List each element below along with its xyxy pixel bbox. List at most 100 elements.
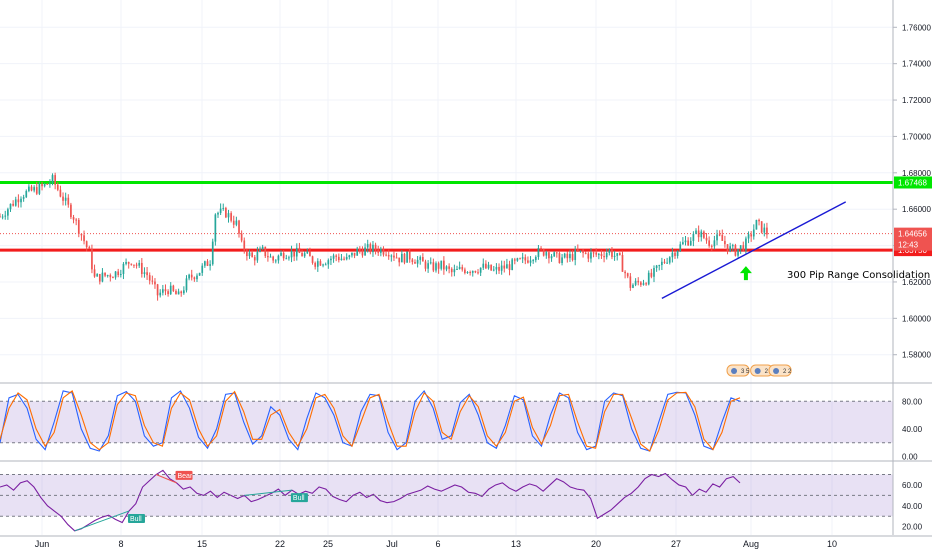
price-axis[interactable]: 1.76000 1.74000 1.72000 1.70000 1.68000 1.660… bbox=[0, 0, 932, 537]
time-axis-tick: 10 bbox=[827, 539, 837, 549]
candle bbox=[298, 242, 301, 254]
candle bbox=[161, 284, 164, 296]
candle bbox=[422, 253, 424, 262]
ascending-trendline[interactable] bbox=[661, 201, 847, 299]
candle bbox=[498, 263, 500, 274]
candle bbox=[77, 217, 80, 238]
candle bbox=[70, 202, 72, 220]
rsi-line-0 bbox=[0, 469, 741, 532]
candle bbox=[295, 243, 298, 261]
event-badge-icon[interactable]: 2 2 bbox=[768, 364, 792, 377]
candle bbox=[661, 257, 663, 271]
candle bbox=[112, 276, 114, 279]
candle bbox=[537, 244, 540, 260]
candle bbox=[290, 245, 293, 263]
candle bbox=[621, 250, 624, 272]
candle bbox=[542, 248, 545, 257]
candle bbox=[340, 254, 343, 261]
countdown-label: 12:43 bbox=[894, 238, 932, 251]
candle bbox=[506, 258, 508, 269]
candle bbox=[366, 239, 369, 253]
time-axis-tick: 13 bbox=[511, 539, 521, 549]
svg-text:3 5: 3 5 bbox=[741, 369, 750, 375]
candle bbox=[637, 277, 640, 286]
candle bbox=[54, 172, 57, 190]
candle bbox=[395, 252, 398, 259]
candle bbox=[666, 257, 668, 264]
candle bbox=[645, 282, 647, 286]
svg-text:Bull: Bull bbox=[293, 495, 305, 502]
price-candles bbox=[0, 172, 768, 301]
candle bbox=[529, 256, 532, 267]
candle bbox=[143, 267, 146, 278]
candle bbox=[597, 252, 600, 260]
candle bbox=[427, 260, 429, 273]
candle bbox=[261, 244, 264, 251]
level-price-label: 1.67468 bbox=[894, 176, 932, 189]
candle bbox=[558, 250, 561, 264]
candle bbox=[358, 246, 361, 254]
candle bbox=[453, 264, 456, 277]
candle bbox=[626, 272, 629, 279]
rsi-divergence-line bbox=[74, 510, 130, 532]
event-badge-icon[interactable]: 3 5 bbox=[726, 364, 750, 377]
candle bbox=[618, 252, 621, 256]
candle bbox=[684, 235, 687, 246]
candle bbox=[159, 289, 162, 298]
candle bbox=[151, 275, 154, 285]
candle bbox=[387, 249, 390, 260]
candle bbox=[293, 250, 296, 262]
candle bbox=[1, 214, 4, 220]
candle bbox=[611, 247, 613, 260]
candle bbox=[674, 250, 676, 259]
candle bbox=[204, 260, 206, 268]
candle bbox=[492, 265, 495, 272]
candle bbox=[7, 207, 9, 220]
price-axis-tick: 1.74000 bbox=[902, 60, 931, 69]
rsi-axis-tick: 20.00 bbox=[902, 523, 923, 532]
candle bbox=[755, 219, 758, 230]
candle bbox=[582, 248, 584, 258]
candle bbox=[167, 289, 169, 297]
candle bbox=[393, 251, 395, 261]
candle bbox=[416, 256, 419, 268]
candle bbox=[330, 255, 332, 266]
candle bbox=[576, 244, 579, 252]
candle bbox=[41, 181, 43, 191]
svg-text:1.67468: 1.67468 bbox=[898, 178, 927, 187]
candle bbox=[485, 260, 487, 270]
candle bbox=[327, 258, 330, 269]
candle bbox=[713, 235, 716, 250]
candle bbox=[400, 250, 403, 263]
candle bbox=[466, 271, 469, 274]
candle bbox=[125, 258, 127, 266]
candle bbox=[156, 283, 159, 301]
candle bbox=[408, 248, 411, 263]
candle bbox=[251, 250, 253, 258]
candle bbox=[700, 229, 703, 242]
candle bbox=[88, 245, 91, 249]
candle bbox=[398, 257, 401, 267]
candle bbox=[458, 261, 461, 270]
candle bbox=[760, 221, 763, 234]
candle bbox=[716, 229, 718, 246]
candle bbox=[206, 259, 209, 267]
candle bbox=[563, 252, 566, 259]
horizontal-levels[interactable] bbox=[0, 180, 893, 252]
time-axis[interactable]: Jun 8 15 22 25 Jul 6 13 20 27 Aug 10 bbox=[35, 539, 837, 549]
candle bbox=[322, 263, 324, 268]
candle bbox=[718, 230, 721, 237]
candle bbox=[490, 264, 493, 271]
time-axis-tick: 6 bbox=[435, 539, 440, 549]
candle bbox=[579, 250, 582, 253]
candle bbox=[240, 230, 243, 243]
candle bbox=[175, 289, 177, 295]
candle bbox=[280, 250, 282, 257]
candle bbox=[382, 246, 385, 257]
candle bbox=[235, 216, 238, 227]
candle bbox=[624, 270, 626, 279]
price-annotations[interactable]: 3 52 22 2 bbox=[661, 201, 847, 377]
candle bbox=[306, 248, 309, 255]
candle bbox=[519, 257, 521, 260]
